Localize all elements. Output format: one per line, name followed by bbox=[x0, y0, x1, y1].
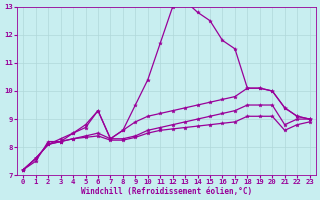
X-axis label: Windchill (Refroidissement éolien,°C): Windchill (Refroidissement éolien,°C) bbox=[81, 187, 252, 196]
